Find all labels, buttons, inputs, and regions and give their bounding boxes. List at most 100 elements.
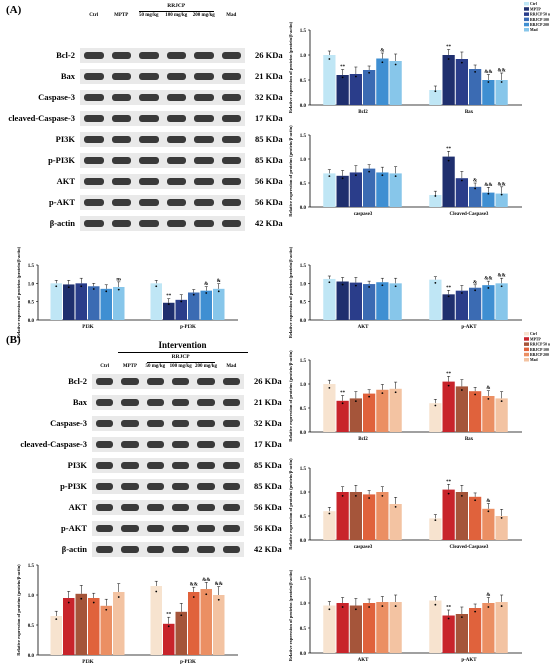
x-category-label: Bax [465,437,474,442]
protein-band [146,483,164,490]
data-point [368,286,371,288]
data-point [447,617,450,620]
data-point [341,606,344,608]
blot-strip [92,458,244,473]
y-tick-label: 0.0 [300,319,307,324]
legend-label: Ctrl [530,332,537,336]
protein-band [139,178,159,185]
bar [482,285,495,320]
bar [469,287,482,320]
data-point [105,608,108,611]
protein-band [166,136,186,143]
bar [349,74,362,105]
protein-label: p-AKT [49,197,75,207]
y-axis-label: Relative expression of proteins (protein… [288,125,293,217]
blot-strip [92,479,244,494]
protein-label: PI3K [55,134,75,144]
kda-label: 32 KDa [254,418,282,428]
protein-band [121,399,139,406]
legend-swatch [524,12,529,16]
bar [389,388,402,432]
protein-band [84,52,104,59]
y-tick-label: 0.5 [300,79,307,84]
lane-label: MPTP [122,364,138,369]
legend-swatch [524,358,529,362]
bar [113,287,125,320]
bar [323,511,336,540]
significance-label: && [484,183,492,188]
data-point [434,90,437,93]
protein-band [146,420,164,427]
x-category-label: Cleaved-Caspase3 [450,212,489,217]
protein-band [96,525,114,532]
kda-label: 42 KDa [254,544,282,554]
rrjcp-group-label: RRJCP [167,3,186,9]
lane-label: Ctrl [100,364,110,369]
data-point [500,81,503,83]
bar [442,55,455,105]
x-category-label: caspase3 [354,545,373,550]
data-point [474,187,477,190]
y-axis-label: Relative expression of proteins (protein… [288,569,293,661]
protein-band [166,94,186,101]
data-point [67,601,70,604]
protein-band [111,199,131,206]
data-point [341,76,344,79]
data-point [117,596,120,598]
y-tick-label: 0.0 [28,654,35,659]
legend-label: Mad [530,28,538,32]
protein-band [96,420,114,427]
lane-label: Mad [226,13,237,18]
data-point [167,625,170,628]
bar [482,508,495,540]
y-tick-label: 1.5 [28,264,35,269]
protein-band [146,546,164,553]
bar [323,605,336,653]
kda-label: 21 KDa [255,71,283,81]
data-point [354,400,357,402]
y-tick-label: 1.0 [300,491,307,496]
legend-swatch [524,342,529,346]
protein-band [166,220,186,227]
protein-band [139,73,159,80]
data-point [487,606,490,608]
panel-b-letter: (B) [6,334,21,346]
bar [363,284,376,320]
data-point [460,179,463,182]
bar [63,598,75,655]
data-point [381,174,384,177]
y-tick-label: 0.0 [28,319,35,324]
protein-band [221,52,241,59]
protein-band [146,525,164,532]
rrjcp-group-line [146,362,215,363]
blot-strip [80,216,245,231]
data-point [155,590,158,593]
legend-label: RRJCP 200 mg/kg [530,353,550,357]
protein-band [139,136,159,143]
legend-label: Mad [530,358,538,362]
bar [482,192,495,207]
significance-label: & [380,49,384,54]
x-category-label: p-AKT [461,658,477,663]
data-point [180,614,183,617]
legend-swatch [524,7,529,11]
data-point [381,494,384,497]
lane-label: 50 mg/kg [138,13,159,18]
data-point [474,610,477,613]
protein-band [121,483,139,490]
bar [163,302,175,320]
bar [429,403,442,432]
legend-swatch [524,332,529,336]
significance-label: && [497,274,505,279]
data-point [341,402,344,405]
bar [442,156,455,207]
protein-band [222,504,240,511]
kda-label: 21 KDa [254,397,282,407]
data-point [341,177,344,180]
protein-band [222,525,240,532]
protein-band [172,420,190,427]
bar [455,59,468,105]
protein-band [139,94,159,101]
protein-band [139,115,159,122]
